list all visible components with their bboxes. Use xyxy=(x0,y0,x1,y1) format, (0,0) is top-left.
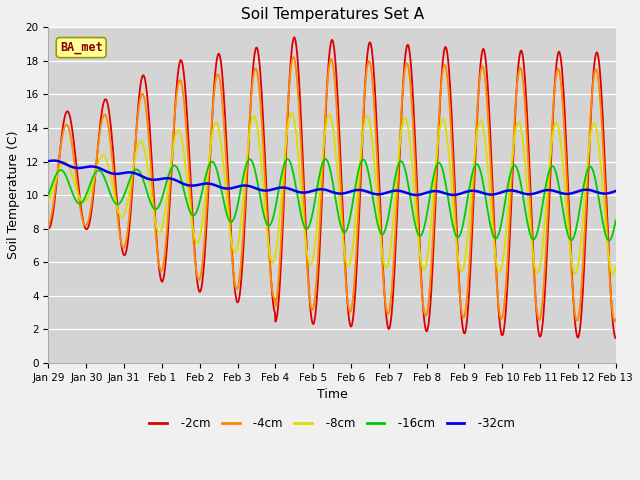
Text: BA_met: BA_met xyxy=(60,41,102,54)
Title: Soil Temperatures Set A: Soil Temperatures Set A xyxy=(241,7,424,22)
Legend:  -2cm,  -4cm,  -8cm,  -16cm,  -32cm: -2cm, -4cm, -8cm, -16cm, -32cm xyxy=(145,413,520,435)
X-axis label: Time: Time xyxy=(317,388,348,401)
Y-axis label: Soil Temperature (C): Soil Temperature (C) xyxy=(7,131,20,259)
